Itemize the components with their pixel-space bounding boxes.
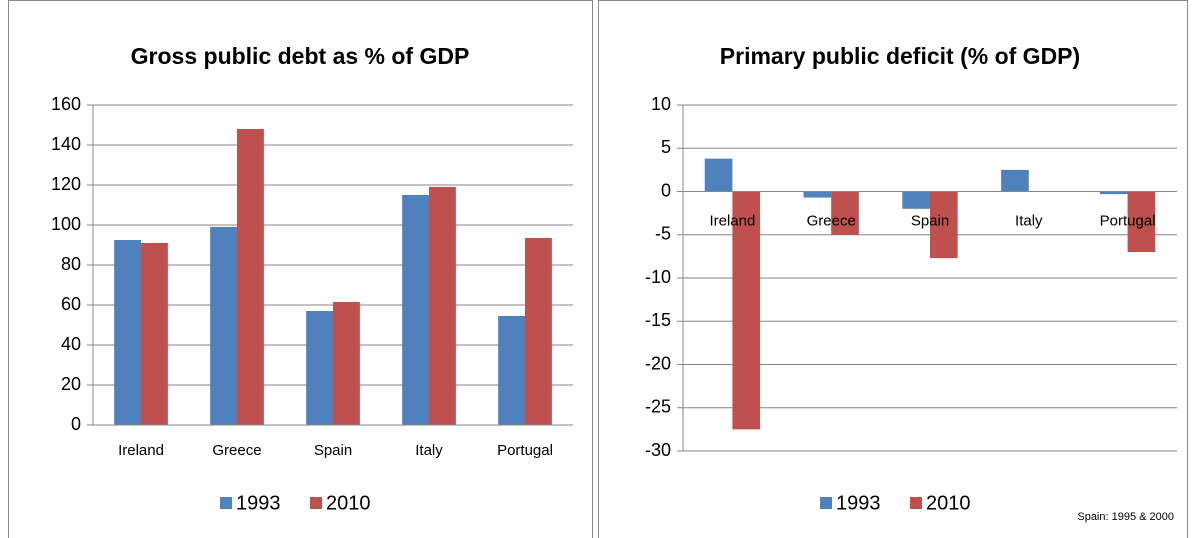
bar bbox=[114, 240, 141, 425]
chart-title: Primary public deficit (% of GDP) bbox=[720, 43, 1080, 69]
x-tick-label: Greece bbox=[212, 442, 261, 459]
bar bbox=[732, 191, 761, 430]
y-tick-label: 5 bbox=[661, 137, 671, 157]
y-tick-label: 10 bbox=[651, 94, 671, 114]
x-tick-label: Italy bbox=[1015, 212, 1043, 229]
x-tick-label: Italy bbox=[415, 442, 443, 459]
y-tick-label: -15 bbox=[645, 310, 671, 330]
y-tick-label: 160 bbox=[51, 94, 81, 114]
legend-swatch bbox=[820, 497, 832, 509]
chart-frame bbox=[598, 0, 1188, 538]
x-tick-label: Portugal bbox=[1100, 212, 1156, 229]
legend-label: 1993 bbox=[236, 492, 281, 514]
y-tick-label: -5 bbox=[655, 224, 671, 244]
bar bbox=[1001, 169, 1029, 192]
x-tick-label: Ireland bbox=[709, 212, 755, 229]
legend-swatch bbox=[910, 497, 922, 509]
legend-label: 2010 bbox=[326, 492, 371, 514]
bar bbox=[803, 191, 832, 198]
y-tick-label: 40 bbox=[61, 334, 81, 354]
bar bbox=[210, 227, 237, 425]
x-tick-label: Greece bbox=[807, 212, 856, 229]
chart-frame bbox=[8, 0, 593, 538]
x-tick-label: Spain bbox=[314, 442, 352, 459]
bar bbox=[429, 187, 456, 425]
bar bbox=[831, 191, 859, 235]
bar bbox=[141, 243, 168, 425]
bar bbox=[402, 195, 429, 425]
bar bbox=[237, 129, 264, 425]
bar bbox=[1127, 191, 1156, 253]
y-tick-label: 0 bbox=[661, 180, 671, 200]
y-tick-label: -10 bbox=[645, 267, 671, 287]
y-tick-label: 20 bbox=[61, 374, 81, 394]
chart-title: Gross public debt as % of GDP bbox=[131, 43, 470, 69]
y-tick-label: -20 bbox=[645, 353, 671, 373]
y-tick-label: 140 bbox=[51, 134, 81, 154]
y-tick-label: -25 bbox=[645, 397, 671, 417]
legend-label: 1993 bbox=[836, 492, 881, 514]
legend-swatch bbox=[310, 497, 322, 509]
bar bbox=[525, 238, 552, 425]
legend-label: 2010 bbox=[926, 492, 971, 514]
bar bbox=[333, 302, 360, 425]
x-tick-label: Ireland bbox=[118, 442, 164, 459]
y-tick-label: 120 bbox=[51, 174, 81, 194]
bar bbox=[1099, 191, 1128, 195]
y-tick-label: -30 bbox=[645, 440, 671, 460]
legend-swatch bbox=[220, 497, 232, 509]
bar bbox=[704, 158, 733, 192]
y-tick-label: 100 bbox=[51, 214, 81, 234]
y-tick-label: 80 bbox=[61, 254, 81, 274]
bar bbox=[306, 311, 333, 425]
bar bbox=[902, 191, 930, 209]
bar bbox=[930, 191, 958, 259]
note: Spain: 1995 & 2000 bbox=[1077, 511, 1174, 523]
bar bbox=[498, 316, 525, 425]
x-tick-label: Portugal bbox=[497, 442, 553, 459]
y-tick-label: 60 bbox=[61, 294, 81, 314]
x-tick-label: Spain bbox=[911, 212, 949, 229]
y-tick-label: 0 bbox=[71, 414, 81, 434]
